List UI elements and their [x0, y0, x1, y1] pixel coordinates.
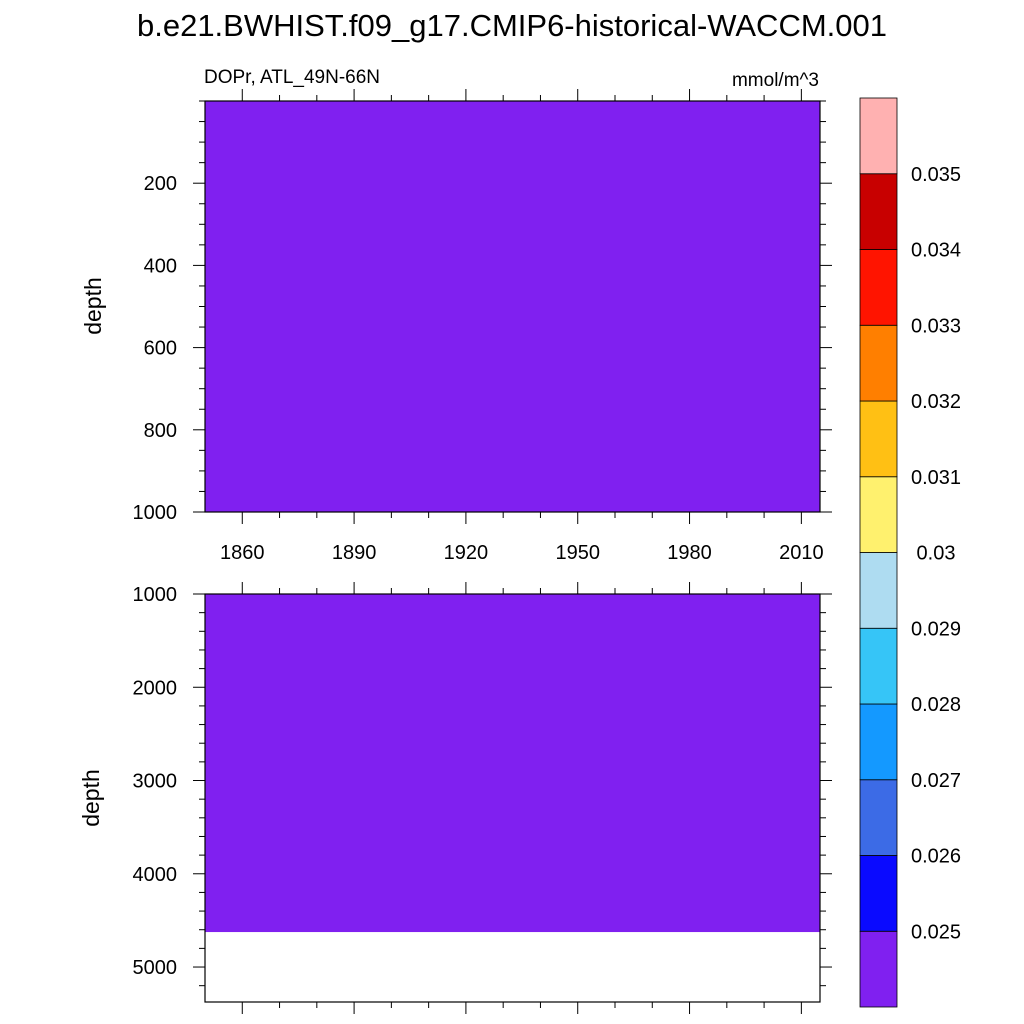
- colorbar-label: 0.029: [911, 618, 961, 640]
- colorbar-swatch: [859, 324, 898, 402]
- colorbar-label: 0.031: [911, 467, 961, 489]
- upper-panel-x-tick-label: 1860: [220, 542, 265, 564]
- colorbar-label: 0.028: [911, 694, 961, 716]
- colorbar-label: 0.03: [917, 543, 956, 565]
- lower-panel-y-tick-label: 3000: [133, 771, 178, 793]
- lower-panel-y-axis-label: depth: [78, 769, 104, 827]
- lower-panel-y-tick-label: 1000: [133, 584, 178, 606]
- upper-panel-x-tick-label: 1920: [444, 542, 489, 564]
- upper-panel-left-label: DOPr, ATL_49N-66N: [204, 67, 380, 88]
- colorbar-swatch: [859, 476, 898, 553]
- upper-panel-filled-field: [205, 101, 820, 512]
- colorbar-label: 0.026: [911, 846, 961, 868]
- upper-panel-x-tick-label: 2010: [779, 542, 824, 564]
- colorbar-swatch: [859, 855, 898, 932]
- upper-panel-y-axis-label: depth: [80, 277, 106, 335]
- colorbar-swatch: [859, 97, 898, 175]
- lower-panel-y-tick-label: 2000: [133, 677, 178, 699]
- upper-panel-y-tick-label: 1000: [133, 502, 178, 524]
- lower-panel-frame: [204, 593, 821, 1003]
- colorbar-swatch: [859, 552, 898, 629]
- lower-panel-y-tick-label: 5000: [133, 957, 178, 979]
- colorbar-swatch: [859, 249, 898, 326]
- upper-panel-x-tick-label: 1980: [667, 542, 712, 564]
- upper-panel-y-tick-label: 200: [144, 173, 177, 195]
- colorbar-swatch: [859, 779, 898, 856]
- colorbar-label: 0.032: [911, 391, 961, 413]
- colorbar-swatch: [859, 400, 898, 478]
- upper-panel-x-tick-label: 1890: [332, 542, 377, 564]
- upper-panel: 1860 1890 1920 1950 1980 2010 200 400 600 800 1000: [133, 89, 832, 564]
- colorbar-label: 0.035: [911, 164, 961, 186]
- colorbar: 0.025 0.026 0.027 0.028 0.029 0.03 0.031 0.032 0…: [859, 97, 961, 1008]
- upper-panel-x-tick-label: 1950: [555, 542, 600, 564]
- colorbar-label: 0.034: [911, 240, 961, 262]
- colorbar-swatch: [859, 627, 898, 705]
- colorbar-label: 0.033: [911, 315, 961, 337]
- upper-panel-y-tick-label: 800: [144, 420, 177, 442]
- lower-panel-y-tick-label: 4000: [133, 864, 178, 886]
- upper-panel-y-tick-label: 400: [144, 255, 177, 277]
- upper-panel-y-tick-label: 600: [144, 338, 177, 360]
- lower-panel: 1000 2000 3000 4000 5000: [133, 582, 832, 1014]
- lower-panel-filled-field: [205, 594, 820, 933]
- colorbar-swatch: [859, 930, 898, 1008]
- colorbar-label: 0.025: [911, 921, 961, 943]
- colorbar-label: 0.027: [911, 770, 961, 792]
- upper-panel-units-label: mmol/m^3: [732, 70, 819, 91]
- colorbar-swatch: [859, 173, 898, 250]
- figure-title: b.e21.BWHIST.f09_g17.CMIP6-historical-WA…: [137, 8, 887, 43]
- colorbar-swatch: [859, 703, 898, 781]
